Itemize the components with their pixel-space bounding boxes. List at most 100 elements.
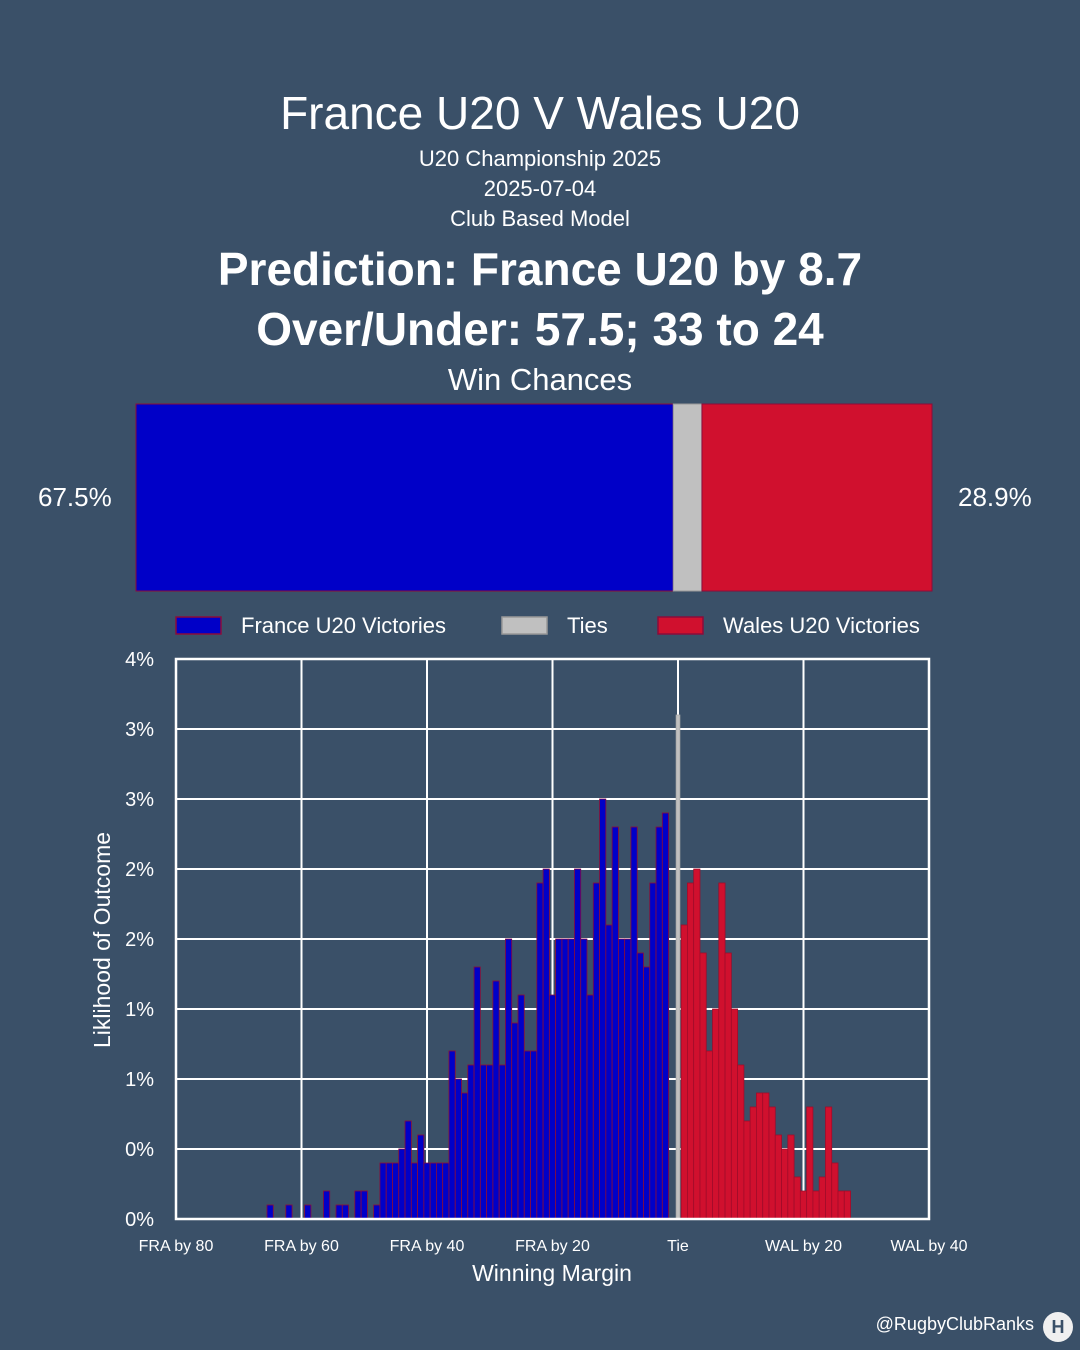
y-tick-label: 2%	[125, 929, 154, 951]
histogram-bar	[511, 1022, 519, 1220]
wales-win-segment	[701, 403, 933, 592]
legend-swatch	[501, 616, 548, 635]
histogram-bar	[479, 1064, 488, 1220]
histogram-bar	[385, 1162, 393, 1220]
histogram-bar	[843, 1190, 851, 1220]
histogram-bar	[699, 952, 707, 1220]
histogram-bar	[473, 966, 481, 1220]
histogram-bar	[825, 1106, 833, 1220]
histogram-bar	[636, 952, 644, 1220]
histogram-bar	[630, 826, 638, 1220]
legend-label: France U20 Victories	[241, 613, 446, 638]
histogram-bar	[617, 938, 626, 1220]
x-tick-label: FRA by 40	[390, 1238, 465, 1255]
legend-swatch	[657, 616, 704, 635]
histogram-bar	[787, 1134, 795, 1220]
histogram-bar	[605, 924, 613, 1220]
histogram-bar	[454, 1078, 462, 1220]
histogram-bar	[724, 952, 732, 1220]
histogram-bar	[705, 1050, 713, 1220]
france-win-segment	[135, 403, 674, 592]
histogram-bar	[774, 1134, 782, 1220]
histogram-bar	[542, 868, 550, 1220]
win-chance-and-margin-chart: France U20 Victories Ties Wales U20 Victor…	[89, 403, 968, 1286]
histogram-bar	[749, 1106, 757, 1220]
histogram-bar	[712, 1008, 720, 1220]
margin-histogram: FRA by 80 FRA by 60 FRA by 40 FRA by 20 Tie W…	[89, 649, 968, 1286]
y-axis-label: Liklihood of Outcome	[89, 832, 115, 1048]
histogram-bar	[611, 826, 619, 1220]
histogram-bar	[505, 938, 513, 1220]
legend-swatch	[175, 616, 222, 635]
histogram-bar	[266, 1204, 274, 1220]
histogram-bar	[410, 1162, 418, 1220]
histogram-bar	[517, 994, 525, 1220]
histogram-bar	[655, 826, 663, 1220]
histogram-bar	[304, 1204, 312, 1220]
histogram-bar	[649, 882, 657, 1220]
wales-win-percent: 28.9%	[958, 482, 1032, 512]
legend-label: Wales U20 Victories	[723, 613, 920, 638]
histogram-bar	[730, 1008, 739, 1220]
histogram-bar	[567, 938, 575, 1220]
x-tick-label: WAL by 20	[765, 1238, 842, 1255]
histogram-bar	[392, 1162, 400, 1220]
y-tick-label: 1%	[125, 999, 154, 1021]
histogram-bar	[806, 1106, 814, 1220]
y-tick-label: 1%	[125, 1069, 154, 1091]
histogram-bar	[436, 1162, 444, 1220]
y-tick-label: 3%	[125, 719, 154, 741]
france-win-percent: 67.5%	[38, 482, 112, 512]
histogram-bar	[530, 1050, 538, 1220]
histogram-bar	[354, 1190, 362, 1220]
x-tick-label: WAL by 40	[890, 1238, 967, 1255]
histogram-bar	[675, 714, 681, 1220]
histogram-bar	[323, 1190, 331, 1220]
histogram-bar	[799, 1190, 808, 1220]
histogram-bar	[580, 938, 588, 1220]
histogram-bar	[536, 882, 544, 1220]
histogram-bar	[492, 980, 500, 1220]
histogram-bar	[442, 1162, 450, 1220]
histogram-bar	[448, 1050, 456, 1220]
histogram-bar	[498, 1064, 506, 1220]
histogram-bar	[486, 1064, 494, 1220]
x-tick-label: Tie	[667, 1238, 689, 1255]
over-under-text: Over/Under: 57.5; 33 to 24	[256, 303, 824, 355]
histogram-bar	[768, 1106, 776, 1220]
histogram-bar	[417, 1134, 425, 1220]
histogram-bar	[831, 1162, 839, 1220]
plot-frame	[174, 657, 931, 1221]
win-chance-bar	[135, 403, 933, 592]
histogram-bar	[561, 938, 569, 1220]
histogram-bar	[586, 994, 594, 1220]
histogram-bar	[680, 924, 688, 1220]
histogram-bar	[737, 1064, 745, 1220]
histogram-bar	[818, 1176, 826, 1220]
histogram-bar	[429, 1162, 437, 1220]
prediction-text: Prediction: France U20 by 8.7	[217, 243, 863, 295]
model-label: Club Based Model	[450, 206, 630, 231]
histogram-bar	[555, 938, 563, 1220]
y-tick-label: 0%	[125, 1139, 154, 1161]
x-tick-label: FRA by 80	[139, 1238, 214, 1255]
match-date: 2025-07-04	[483, 176, 597, 201]
y-tick-label: 4%	[125, 649, 154, 671]
histogram-bar	[592, 882, 600, 1220]
histogram-bar	[404, 1120, 412, 1220]
histogram-bar	[643, 966, 651, 1220]
competition-label: U20 Championship 2025	[418, 146, 662, 171]
y-tick-label: 3%	[125, 789, 154, 811]
tie-segment	[672, 403, 703, 592]
histogram-bar	[687, 882, 695, 1220]
histogram-bar	[341, 1204, 349, 1220]
chart-legend: France U20 Victories Ties Wales U20 Victor…	[175, 613, 920, 638]
histogram-bar	[624, 938, 632, 1220]
y-tick-label: 0%	[125, 1209, 154, 1231]
page-title: France U20 V Wales U20	[280, 87, 800, 139]
histogram-bar	[548, 994, 557, 1220]
y-tick-label: 2%	[125, 859, 154, 881]
histogram-bar	[762, 1092, 770, 1220]
histogram-bar	[718, 882, 726, 1220]
histogram-bar	[812, 1190, 820, 1220]
